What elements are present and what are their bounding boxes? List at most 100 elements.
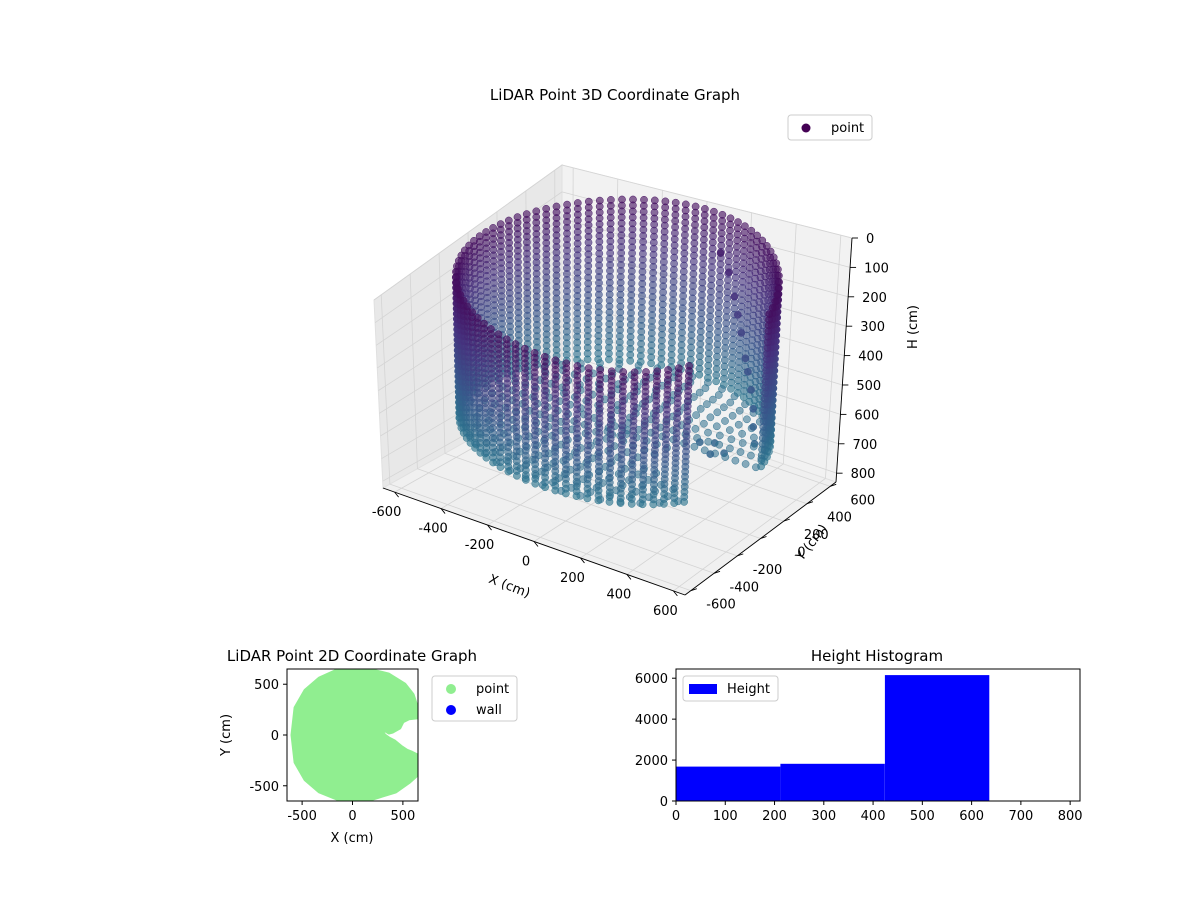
chart-3d-data-point (775, 271, 783, 280)
chart-2d-legend: point wall (431, 675, 518, 722)
chart-3d-gridline-x (825, 235, 842, 479)
chart-3d-gridline-y (444, 453, 738, 557)
chart-3d-data-point (733, 310, 742, 319)
chart-3d-data-point (736, 448, 745, 456)
chart-histogram-x-tick-label: 100 (713, 809, 738, 824)
chart-3d-legend-label: point (831, 121, 864, 136)
chart-3d: LiDAR Point 3D Coordinate Graph -600 -400… (372, 86, 921, 619)
chart-3d-data-point (530, 349, 539, 357)
chart-3d-data-point (721, 453, 730, 461)
chart-3d-data-point (456, 290, 465, 299)
chart-2d-xlabel: X (cm) (331, 831, 374, 846)
chart-3d-data-point (774, 284, 783, 293)
chart-3d-data-point (710, 207, 718, 216)
chart-3d-data-point (618, 195, 626, 204)
chart-3d-data-point (661, 197, 670, 206)
chart-3d-data-point (709, 395, 717, 404)
chart-3d-gridline-x (614, 179, 619, 407)
chart-3d-z-tick-label: 800 (851, 467, 876, 482)
chart-histogram-ticks: 0 100 200 300 400 500 600 700 800 0 2000 4000 6000 (635, 672, 1083, 824)
chart-3d-data-point (595, 196, 604, 205)
chart-3d-data-point (747, 386, 755, 394)
chart-histogram-x-tick-label: 700 (1008, 809, 1033, 824)
chart-histogram: Height Histogram 0 100 200 300 400 500 600 700 8… (635, 647, 1083, 824)
chart-3d-z-tick-label: 400 (858, 350, 883, 365)
chart-3d-y-tick (737, 553, 744, 557)
chart-3d-data-point (704, 428, 712, 437)
chart-3d-data-point (502, 335, 511, 344)
chart-3d-data-point (704, 437, 713, 446)
chart-histogram-x-tick-label: 600 (959, 809, 984, 824)
chart-3d-data-point (775, 278, 783, 286)
chart-3d-legend-frame (787, 114, 873, 141)
chart-3d-data-point (596, 366, 605, 374)
chart-3d-data-point (743, 415, 751, 424)
chart-3d-data-point (734, 218, 742, 226)
chart-3d-gridline-z (561, 352, 839, 445)
chart-3d-data-point (607, 196, 615, 204)
chart-histogram-legend-label: Height (727, 682, 770, 697)
chart-3d-data-point (664, 366, 672, 374)
chart-3d-y-tick (806, 501, 814, 505)
chart-3d-data-point (713, 408, 722, 417)
chart-3d-data-point (714, 391, 723, 399)
chart-3d-data-point (494, 330, 503, 339)
chart-3d-data-point (762, 242, 771, 250)
chart-2d-point-cloud (290, 669, 418, 801)
chart-3d-data-point (650, 196, 659, 205)
chart-3d-data-point (692, 411, 700, 419)
chart-3d-data-point (540, 352, 549, 361)
chart-histogram-y-tick-label: 2000 (635, 754, 668, 769)
chart-2d: LiDAR Point 2D Coordinate Graph -500 0 500… (219, 647, 518, 846)
chart-3d-data-point (715, 431, 724, 440)
chart-3d-data-point (712, 422, 721, 431)
chart-3d-data-point (513, 213, 522, 221)
chart-3d-data-point (607, 367, 616, 376)
chart-3d-zlabel: H (cm) (906, 305, 921, 349)
chart-3d-data-point (690, 442, 699, 451)
chart-histogram-x-tick-label: 300 (811, 809, 836, 824)
chart-3d-gridline-y (409, 274, 418, 469)
chart-histogram-x-tick-label: 800 (1058, 809, 1083, 824)
chart-3d-x-tick (580, 557, 585, 564)
chart-3d-data-point (725, 268, 733, 277)
chart-3d-y-tick (760, 536, 767, 539)
chart-2d-legend-marker-point (446, 684, 456, 694)
chart-3d-z-tick-label: 700 (853, 438, 878, 453)
chart-3d-data-point (473, 314, 482, 322)
chart-3d-data-point (573, 199, 582, 207)
chart-2d-y-tick-label: 500 (254, 678, 279, 693)
chart-histogram-x-tick-label: 500 (910, 809, 935, 824)
chart-3d-data-point (671, 198, 680, 207)
chart-3d-data-point (718, 385, 726, 393)
chart-3d-data-point (726, 214, 735, 223)
chart-3d-data-point (696, 405, 705, 413)
chart-3d-gridline-x (572, 167, 574, 392)
chart-histogram-bar (676, 766, 781, 801)
chart-histogram-y-tick-label: 6000 (635, 672, 668, 687)
chart-3d-data-point (470, 236, 478, 245)
chart-histogram-bar (884, 675, 990, 801)
chart-3d-z-tick-label: 500 (856, 379, 881, 394)
chart-3d-data-point (700, 419, 708, 428)
chart-3d-data-point (720, 403, 728, 412)
chart-3d-data-point (765, 310, 774, 318)
chart-3d-gridline-y (389, 483, 691, 592)
chart-3d-data-point (640, 195, 648, 204)
chart-3d-data-point (749, 404, 758, 413)
chart-histogram-y-tick-label: 4000 (635, 713, 668, 728)
chart-3d-y-tick (690, 588, 697, 592)
chart-3d-data-point (681, 200, 690, 209)
chart-3d-data-point (695, 388, 704, 397)
chart-3d-y-tick-label: 400 (827, 511, 852, 526)
chart-3d-x-tick (487, 524, 492, 531)
chart-2d-legend-label-point: point (476, 682, 509, 697)
chart-histogram-x-tick-label: 400 (861, 809, 886, 824)
chart-3d-data-point (504, 216, 513, 225)
chart-3d-z-axis (835, 237, 853, 483)
chart-3d-data-point (551, 356, 560, 365)
chart-histogram-x-tick-label: 0 (672, 809, 680, 824)
chart-3d-data-point (475, 232, 484, 241)
chart-3d-data-point (487, 325, 495, 333)
chart-3d-data-point (728, 411, 737, 420)
